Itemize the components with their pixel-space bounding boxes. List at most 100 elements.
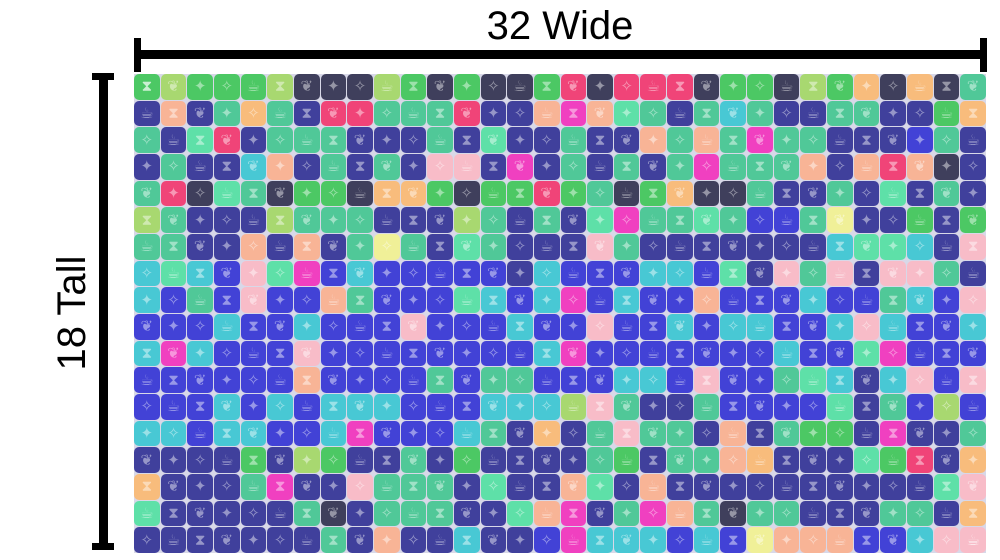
grid-cell: ⧗ xyxy=(747,420,773,447)
cell-icon: ☕ xyxy=(246,343,261,362)
grid-cell: ✦ xyxy=(320,74,347,100)
cell-icon: ❦ xyxy=(353,397,367,416)
grid-cell: ✧ xyxy=(213,340,240,367)
cell-icon: ❦ xyxy=(833,210,847,229)
grid-cell: ❦ xyxy=(720,233,747,260)
grid-cell: ✦ xyxy=(773,127,800,153)
cell-icon: ❦ xyxy=(833,477,847,496)
cell-icon: ☕ xyxy=(539,503,554,522)
grid-cell: ❦ xyxy=(667,447,693,473)
cell-icon: ✦ xyxy=(940,290,953,309)
cell-icon: ❦ xyxy=(833,343,847,362)
cell-icon: ✦ xyxy=(593,477,607,496)
cell-icon: ☕ xyxy=(939,370,954,389)
grid-cell: ❦ xyxy=(560,74,587,100)
grid-cell: ⧗ xyxy=(960,100,986,127)
cell-icon: ✦ xyxy=(780,530,793,549)
cell-icon: ❦ xyxy=(327,103,340,122)
cell-icon: ❦ xyxy=(433,477,447,496)
grid-cell: ✦ xyxy=(347,500,373,527)
grid-cell: ☕ xyxy=(134,233,160,260)
grid-cell: ⧗ xyxy=(240,313,267,340)
cell-icon: ☕ xyxy=(406,237,421,256)
grid-cell: ✧ xyxy=(720,180,747,207)
grid-cell: ⧗ xyxy=(773,180,800,207)
cell-icon: ✧ xyxy=(167,423,180,442)
grid-cell: ✦ xyxy=(160,313,187,340)
cell-icon: ✧ xyxy=(273,397,287,416)
grid-cell: ✦ xyxy=(187,74,213,100)
grid-cell: ✦ xyxy=(293,447,320,473)
grid-cell: ✧ xyxy=(507,100,533,127)
cell-icon: ☕ xyxy=(566,263,581,282)
cell-icon: ❦ xyxy=(407,183,420,202)
cell-icon: ❦ xyxy=(567,77,580,96)
cell-icon: ✧ xyxy=(753,77,767,96)
grid-cell: ✦ xyxy=(693,180,720,207)
cell-icon: ✦ xyxy=(433,450,447,469)
grid-cell: ✧ xyxy=(800,393,827,420)
cell-icon: ❦ xyxy=(806,450,820,469)
cell-icon: ✧ xyxy=(673,130,687,149)
grid-cell: ✦ xyxy=(560,447,587,473)
cell-icon: ☕ xyxy=(459,423,474,442)
grid-cell: ✦ xyxy=(747,100,773,127)
grid-cell: ⧗ xyxy=(933,340,960,367)
grid-cell: ⧗ xyxy=(427,500,453,527)
cell-icon: ✦ xyxy=(833,183,847,202)
grid-cell: ❦ xyxy=(507,420,533,447)
grid-cell: ❦ xyxy=(187,367,213,393)
cell-icon: ⧗ xyxy=(941,477,952,496)
grid-cell: ⧗ xyxy=(907,180,933,207)
grid-cell: ⧗ xyxy=(880,153,907,180)
grid-cell: ⧗ xyxy=(293,100,320,127)
cell-icon: ⧗ xyxy=(514,183,526,202)
cell-icon: ✦ xyxy=(647,130,660,149)
grid-cell: ⧗ xyxy=(960,367,986,393)
cell-icon: ✧ xyxy=(806,130,820,149)
cell-icon: ❦ xyxy=(460,237,473,256)
grid-cell: ✧ xyxy=(267,127,293,153)
cell-icon: ❦ xyxy=(167,343,180,362)
cell-icon: ⧗ xyxy=(728,130,739,149)
cell-icon: ✦ xyxy=(433,183,447,202)
cell-icon: ❦ xyxy=(460,503,473,522)
cell-icon: ✦ xyxy=(540,423,553,442)
cell-icon: ✧ xyxy=(806,397,820,416)
cell-icon: ❦ xyxy=(273,183,287,202)
cell-icon: ❦ xyxy=(753,530,767,549)
cell-icon: ☕ xyxy=(673,503,687,522)
cell-icon: ✦ xyxy=(380,397,394,416)
cell-icon: ❦ xyxy=(140,317,154,336)
cell-icon: ⧗ xyxy=(781,183,792,202)
grid-cell: ☕ xyxy=(187,420,213,447)
grid-cell: ⧗ xyxy=(640,180,667,207)
grid-cell: ✧ xyxy=(293,287,320,313)
cell-icon: ☕ xyxy=(913,477,927,496)
grid-cell: ✧ xyxy=(880,74,907,100)
cell-icon: ☕ xyxy=(726,423,740,442)
grid-cell: ⧗ xyxy=(880,420,907,447)
grid-cell: ✦ xyxy=(453,340,480,367)
cell-icon: ❦ xyxy=(780,290,793,309)
grid-cell: ✦ xyxy=(134,153,160,180)
grid-cell: ✦ xyxy=(880,100,907,127)
cell-icon: ❦ xyxy=(966,477,980,496)
grid-cell: ⧗ xyxy=(587,393,613,420)
grid-cell: ✦ xyxy=(613,233,640,260)
grid-cell: ☕ xyxy=(613,447,640,473)
grid-cell: ✦ xyxy=(427,180,453,207)
grid-cell: ⧗ xyxy=(480,420,507,447)
grid-cell: ⧗ xyxy=(693,233,720,260)
cell-icon: ✦ xyxy=(806,423,820,442)
cell-icon: ✦ xyxy=(300,183,314,202)
cell-icon: ✦ xyxy=(860,210,873,229)
cell-icon: ✧ xyxy=(513,103,527,122)
cell-icon: ❦ xyxy=(780,157,793,176)
grid-cell: ✧ xyxy=(400,527,427,553)
cell-icon: ✧ xyxy=(380,103,394,122)
grid-cell: ✧ xyxy=(827,287,853,313)
cell-icon: ☕ xyxy=(806,503,820,522)
cell-icon: ☕ xyxy=(406,103,421,122)
grid-cell: ☕ xyxy=(853,420,880,447)
